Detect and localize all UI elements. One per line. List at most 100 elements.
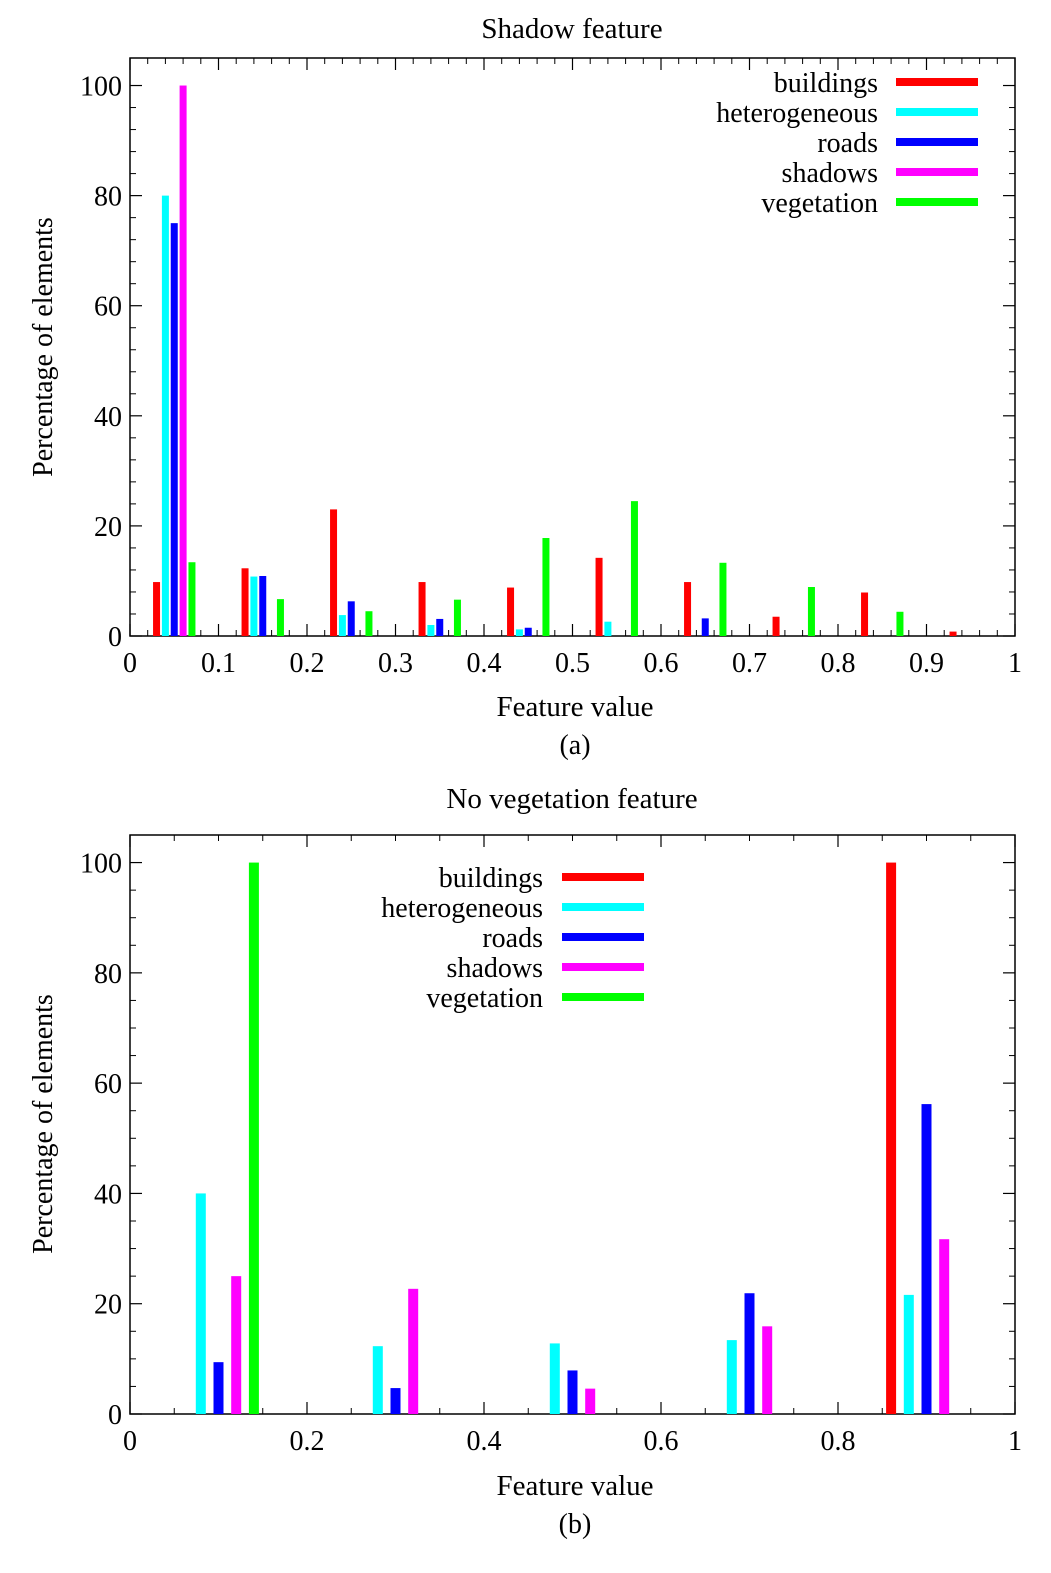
bar-heterogeneous xyxy=(903,1294,914,1414)
chart-b-title: No vegetation feature xyxy=(446,783,697,815)
chart-a-caption: (a) xyxy=(559,730,590,761)
x-tick-label: 0.9 xyxy=(909,648,944,679)
bar-shadows xyxy=(231,1276,242,1414)
y-tick-label: 40 xyxy=(94,402,122,433)
y-tick-label: 0 xyxy=(108,622,122,653)
bar-roads xyxy=(524,627,532,636)
bar-heterogeneous xyxy=(161,195,169,636)
x-tick-label: 0.2 xyxy=(290,1426,325,1457)
x-tick-label: 0.7 xyxy=(732,648,767,679)
x-tick-label: 0.6 xyxy=(644,1426,679,1457)
bar-vegetation xyxy=(896,611,904,636)
legend-label-heterogeneous: heterogeneous xyxy=(381,893,543,924)
legend-label-vegetation: vegetation xyxy=(426,983,543,1014)
x-tick-label: 0.4 xyxy=(467,648,502,679)
chart-a-y-axis-label: Percentage of elements xyxy=(28,217,59,477)
bar-heterogeneous xyxy=(604,621,612,636)
bar-buildings xyxy=(684,582,692,636)
y-tick-label: 0 xyxy=(108,1400,122,1431)
bar-heterogeneous xyxy=(195,1193,206,1414)
chart-a: Shadow feature 0 20 40 60 80 100 0 0.1 0.2 0.3 0.… xyxy=(28,13,1022,761)
bar-heterogeneous xyxy=(427,624,435,636)
bar-shadows xyxy=(408,1288,419,1414)
legend-label-heterogeneous: heterogeneous xyxy=(716,98,878,129)
chart-b-caption: (b) xyxy=(559,1509,592,1540)
x-tick-label: 1 xyxy=(1008,1426,1022,1457)
y-tick-label: 20 xyxy=(94,512,122,543)
bar-roads xyxy=(259,575,267,636)
x-tick-label: 0.1 xyxy=(201,648,236,679)
bar-buildings xyxy=(153,582,161,636)
y-tick-label: 60 xyxy=(94,1069,122,1100)
y-tick-label: 40 xyxy=(94,1179,122,1210)
legend-label-roads: roads xyxy=(482,923,543,954)
bar-vegetation xyxy=(276,599,284,636)
x-tick-label: 0.3 xyxy=(378,648,413,679)
bar-vegetation xyxy=(807,587,815,636)
bar-buildings xyxy=(418,582,426,636)
bar-heterogeneous xyxy=(250,576,258,636)
bar-buildings xyxy=(861,592,869,636)
y-tick-label: 80 xyxy=(94,959,122,990)
chart-a-bars xyxy=(153,85,957,637)
chart-b-plot-frame xyxy=(129,834,1016,1415)
y-tick-label: 100 xyxy=(80,849,122,880)
x-tick-label: 1 xyxy=(1008,648,1022,679)
chart-a-title: Shadow feature xyxy=(481,13,662,45)
chart-a-plot-frame xyxy=(129,57,1016,637)
bar-vegetation xyxy=(248,862,259,1414)
x-tick-label: 0.6 xyxy=(644,648,679,679)
legend-label-shadows: shadows xyxy=(447,953,543,984)
x-tick-label: 0.8 xyxy=(821,648,856,679)
bar-roads xyxy=(921,1104,932,1414)
bar-heterogeneous xyxy=(338,615,346,636)
y-tick-label: 100 xyxy=(80,72,122,103)
bar-heterogeneous xyxy=(372,1346,383,1414)
y-tick-label: 20 xyxy=(94,1290,122,1321)
bar-heterogeneous xyxy=(726,1340,737,1414)
legend-label-vegetation: vegetation xyxy=(761,188,878,219)
chart-b-bars xyxy=(195,862,950,1414)
bar-vegetation xyxy=(188,562,196,636)
chart-b-x-axis-label: Feature value xyxy=(496,1470,653,1502)
bar-roads xyxy=(436,618,444,636)
bar-shadows xyxy=(179,85,187,637)
bar-vegetation xyxy=(542,538,550,636)
chart-b-y-ticks: 0 20 40 60 80 100 xyxy=(80,849,1015,1431)
bar-buildings xyxy=(507,587,515,636)
bar-roads xyxy=(567,1370,578,1414)
bar-roads xyxy=(347,601,355,636)
bar-roads xyxy=(744,1293,755,1414)
bar-buildings xyxy=(886,862,897,1414)
legend-label-buildings: buildings xyxy=(439,863,543,894)
x-tick-label: 0 xyxy=(123,1426,137,1457)
x-tick-label: 0.8 xyxy=(821,1426,856,1457)
bar-heterogeneous xyxy=(515,629,523,636)
chart-a-x-ticks: 0 0.1 0.2 0.3 0.4 0.5 0.6 0.7 0.8 0.9 1 xyxy=(123,58,1022,679)
bar-roads xyxy=(701,618,709,636)
x-tick-label: 0.2 xyxy=(290,648,325,679)
bar-buildings xyxy=(949,631,957,636)
bar-buildings xyxy=(772,616,780,636)
legend-label-shadows: shadows xyxy=(782,158,878,189)
y-tick-label: 60 xyxy=(94,292,122,323)
y-tick-label: 80 xyxy=(94,182,122,213)
legend-label-roads: roads xyxy=(817,128,878,159)
chart-b-legend: buildingsheterogeneousroadsshadowsvegeta… xyxy=(381,863,644,1014)
bar-roads xyxy=(170,223,178,636)
legend-label-buildings: buildings xyxy=(774,68,878,99)
bar-vegetation xyxy=(630,501,638,636)
bar-vegetation xyxy=(453,599,461,636)
x-tick-label: 0.4 xyxy=(467,1426,502,1457)
chart-a-x-axis-label: Feature value xyxy=(496,691,653,723)
bar-roads xyxy=(390,1388,401,1414)
bar-shadows xyxy=(585,1388,596,1414)
bar-vegetation xyxy=(719,562,727,636)
x-tick-label: 0.5 xyxy=(555,648,590,679)
x-tick-label: 0 xyxy=(123,648,137,679)
bar-buildings xyxy=(595,557,603,636)
bar-buildings xyxy=(330,509,338,636)
bar-vegetation xyxy=(365,611,373,636)
chart-a-y-ticks: 0 20 40 60 80 100 xyxy=(80,72,1015,653)
